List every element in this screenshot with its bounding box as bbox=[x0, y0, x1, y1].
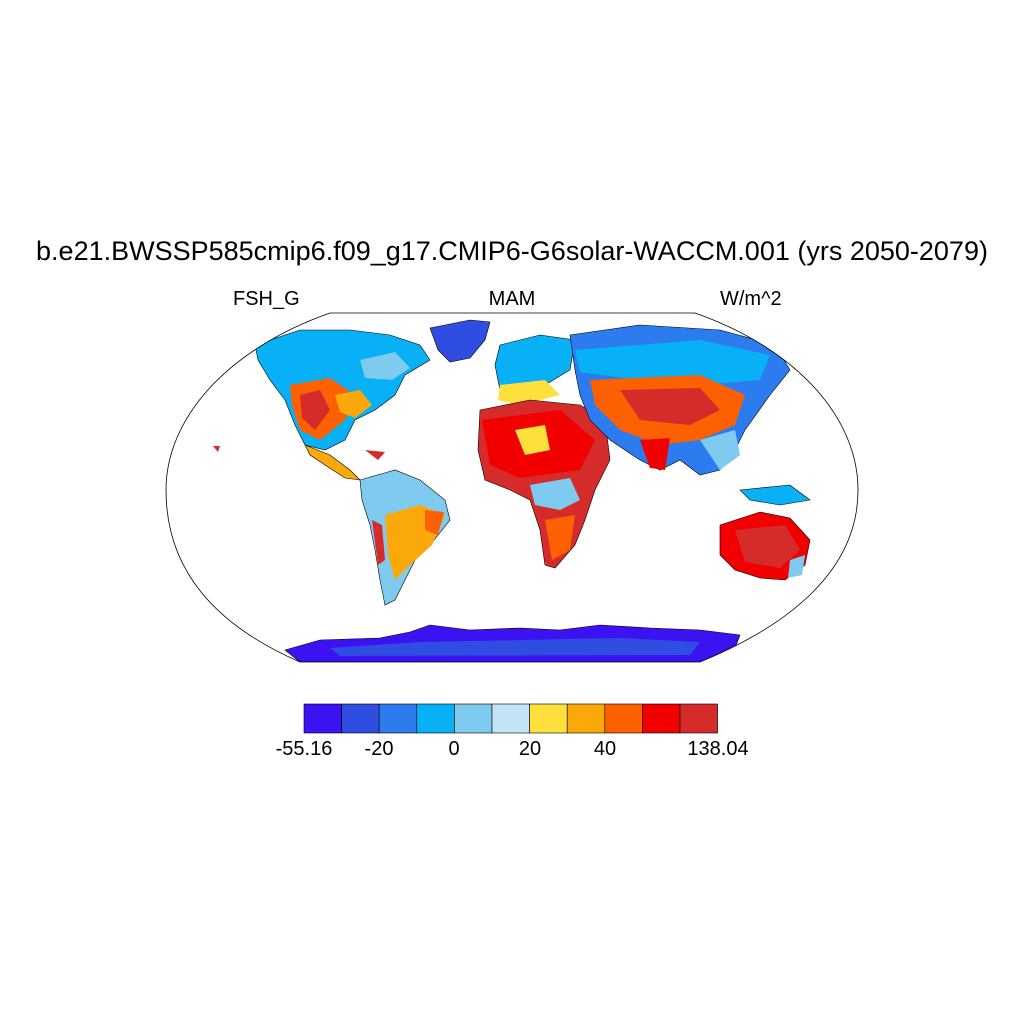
central-america bbox=[304, 444, 361, 481]
colorbar-box bbox=[491, 703, 530, 734]
season-label: MAM bbox=[488, 288, 536, 310]
colorbar-box bbox=[454, 703, 493, 734]
colorbar-tick-label: 0 bbox=[448, 738, 460, 760]
colorbar bbox=[303, 703, 718, 734]
colorbar-box bbox=[341, 703, 380, 734]
units-label: W/m^2 bbox=[720, 288, 782, 310]
greenland bbox=[429, 319, 491, 363]
colorbar-box bbox=[529, 703, 568, 734]
colorbar-tick-label: 20 bbox=[518, 738, 542, 760]
colorbar-box bbox=[642, 703, 681, 734]
colorbar-box bbox=[566, 703, 606, 734]
colorbar-box bbox=[604, 703, 643, 734]
colorbar-box bbox=[679, 703, 718, 734]
colorbar-tick-label: 138.04 bbox=[687, 738, 749, 760]
colorbar-tick-label: -20 bbox=[364, 738, 394, 760]
colorbar-box bbox=[303, 703, 342, 734]
colorbar-tick-label: 40 bbox=[593, 738, 617, 760]
variable-label: FSH_G bbox=[233, 288, 300, 310]
globe-outline bbox=[165, 312, 859, 663]
colorbar-tick-label: -55.16 bbox=[275, 738, 333, 760]
colorbar-box bbox=[378, 703, 418, 734]
plot-title: b.e21.BWSSP585cmip6.f09_g17.CMIP6-G6sola… bbox=[36, 236, 988, 266]
colorbar-box bbox=[416, 703, 455, 734]
